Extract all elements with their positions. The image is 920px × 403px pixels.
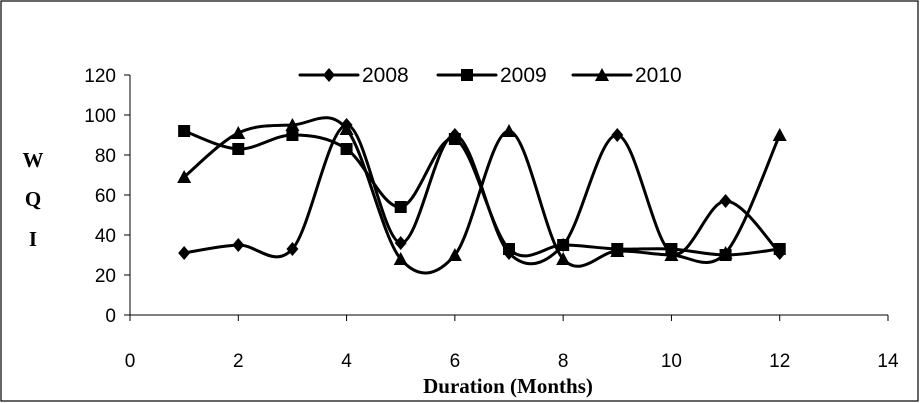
legend-label: 2009	[500, 64, 547, 87]
data-point-2008	[178, 246, 191, 260]
y-tick-label: 20	[95, 266, 116, 287]
data-point-2008	[286, 242, 299, 256]
y-tick-label: 60	[95, 186, 116, 207]
data-point-2010	[231, 126, 246, 139]
data-point-2009	[286, 129, 299, 141]
y-tick-label: 80	[95, 146, 116, 167]
data-point-2010	[556, 252, 571, 265]
x-tick-label: 6	[450, 351, 461, 372]
data-point-2008	[611, 128, 624, 142]
x-tick-label: 2	[233, 351, 244, 372]
legend-marker-2010	[595, 68, 609, 81]
legend-label: 2010	[635, 64, 682, 87]
data-point-2010	[610, 244, 625, 257]
data-point-2010	[285, 118, 300, 131]
x-tick-label: 4	[341, 351, 352, 372]
y-axis-title-letter-3: I	[29, 227, 37, 251]
legend-marker-2009	[461, 69, 473, 81]
data-point-2009	[448, 133, 461, 145]
y-tick-label: 100	[84, 106, 116, 127]
x-tick-label: 0	[125, 351, 136, 372]
data-point-2009	[557, 239, 570, 251]
series-layer	[177, 116, 787, 275]
data-point-2010	[772, 128, 787, 141]
series-2010	[177, 116, 787, 275]
data-point-2008	[394, 236, 407, 250]
axis-titles: Duration (Months) W Q I	[23, 148, 593, 398]
data-point-2009	[340, 143, 353, 155]
x-tick-label: 8	[558, 351, 569, 372]
data-point-2009	[503, 243, 515, 255]
y-tick-label: 0	[105, 306, 116, 327]
x-tick-label: 14	[877, 351, 899, 372]
data-point-2009	[178, 125, 191, 137]
y-axis-title-letter-2: Q	[25, 187, 41, 211]
legend-item-2009: 2009	[436, 64, 547, 87]
axes: 0 20 40 60 80 100 120 0 2 4 6 8 10 12 14	[84, 66, 899, 372]
x-tick-label: 12	[769, 351, 790, 372]
x-tick-label: 10	[661, 351, 682, 372]
x-axis-title: Duration (Months)	[423, 374, 593, 398]
y-axis-title-letter-1: W	[23, 148, 44, 172]
data-point-2010	[393, 252, 408, 265]
data-point-2010	[339, 122, 354, 135]
data-point-2010	[718, 246, 733, 259]
data-point-2009	[232, 143, 245, 155]
data-point-2010	[664, 248, 679, 261]
legend-label: 2008	[362, 64, 409, 87]
data-point-2008	[232, 238, 245, 252]
y-tick-label: 40	[95, 226, 116, 247]
data-point-2010	[177, 170, 192, 183]
legend-item-2010: 2010	[571, 64, 682, 87]
legend-item-2008: 2008	[298, 64, 409, 87]
data-point-2009	[773, 243, 786, 255]
legend: 2008 2009 2010	[298, 64, 682, 87]
y-tick-label: 120	[84, 66, 116, 87]
legend-marker-2008	[323, 68, 335, 82]
data-point-2009	[394, 201, 407, 213]
data-point-2008	[719, 194, 732, 208]
data-point-2010	[447, 248, 462, 261]
data-point-2010	[502, 124, 516, 137]
